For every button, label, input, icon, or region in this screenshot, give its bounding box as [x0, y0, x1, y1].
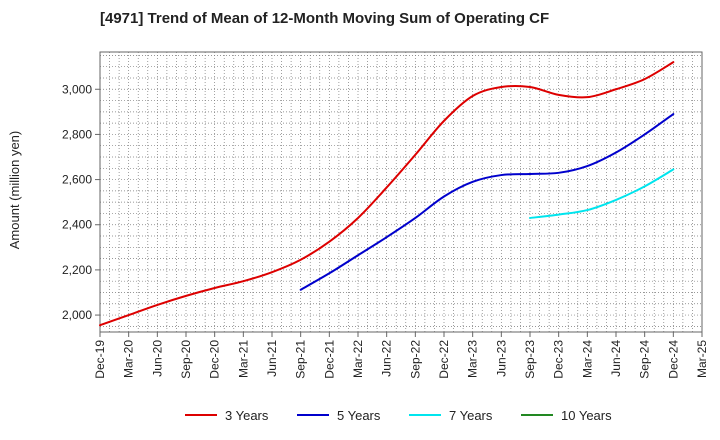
x-tick-label: Jun-21 — [265, 340, 279, 377]
x-tick-label: Jun-23 — [494, 340, 508, 377]
legend-label: 7 Years — [449, 408, 493, 423]
chart-title: [4971] Trend of Mean of 12-Month Moving … — [100, 10, 550, 27]
legend-label: 5 Years — [337, 408, 381, 423]
x-tick-label: Sep-24 — [638, 340, 652, 379]
x-tick-label: Jun-22 — [380, 340, 394, 377]
y-tick-label: 2,600 — [62, 173, 92, 187]
x-tick-label: Dec-20 — [208, 340, 222, 379]
legend-label: 10 Years — [561, 408, 612, 423]
y-axis-label: Amount (million yen) — [7, 131, 22, 250]
y-tick-label: 3,000 — [62, 82, 92, 96]
series-layer — [99, 61, 675, 327]
x-tick-label: Mar-20 — [122, 340, 136, 378]
x-tick-label: Mar-23 — [466, 340, 480, 378]
x-tick-label: Jun-24 — [609, 340, 623, 377]
plot-frame — [99, 51, 703, 333]
legend: 3 Years 5 Years 7 Years 10 Years — [185, 408, 612, 423]
series-line-7-years — [529, 168, 675, 219]
y-axis-ticks: 2,000 2,200 2,400 2,600 2,800 3,000 — [62, 82, 100, 322]
y-tick-label: 2,000 — [62, 308, 92, 322]
x-tick-label: Mar-22 — [351, 340, 365, 378]
horizontal-gridlines — [100, 55, 702, 327]
series-line-3-years — [99, 61, 675, 327]
legend-label: 3 Years — [225, 408, 269, 423]
x-axis-ticks: Dec-19 Mar-20 Jun-20 Sep-20 Dec-20 Mar-21 Jun-… — [93, 332, 709, 379]
x-tick-label: Dec-21 — [322, 340, 336, 379]
series-line-5-years — [299, 113, 675, 291]
x-tick-label: Sep-23 — [523, 340, 537, 379]
y-tick-label: 2,200 — [62, 263, 92, 277]
x-tick-label: Sep-22 — [408, 340, 422, 379]
x-tick-label: Jun-20 — [150, 340, 164, 377]
y-tick-label: 2,400 — [62, 218, 92, 232]
x-tick-label: Sep-21 — [294, 340, 308, 379]
x-tick-label: Dec-23 — [552, 340, 566, 379]
plot-area — [100, 52, 702, 332]
y-tick-label: 2,800 — [62, 127, 92, 141]
x-tick-label: Sep-20 — [179, 340, 193, 379]
x-tick-label: Dec-19 — [93, 340, 107, 379]
x-tick-label: Dec-24 — [666, 340, 680, 379]
x-tick-label: Dec-22 — [437, 340, 451, 379]
x-tick-label: Mar-21 — [236, 340, 250, 378]
x-tick-label: Mar-25 — [695, 340, 709, 378]
x-tick-label: Mar-24 — [580, 340, 594, 378]
